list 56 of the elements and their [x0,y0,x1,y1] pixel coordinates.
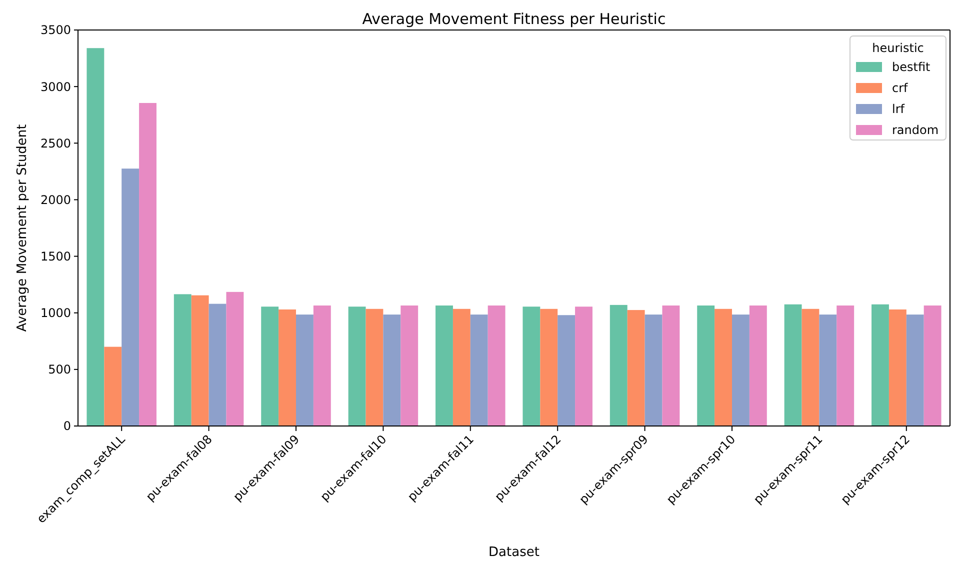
bar [697,306,715,426]
y-tick-label: 0 [63,419,71,434]
bar [488,306,506,426]
y-tick-label: 500 [48,362,71,377]
bar [278,309,296,426]
bar [627,310,645,426]
bar [749,306,767,426]
bar [313,306,331,426]
bar [139,102,156,426]
y-tick-label: 1000 [40,306,71,320]
bar [802,308,820,426]
bar [662,306,680,426]
y-tick-label: 3000 [40,80,71,94]
bar [383,314,401,426]
bar [86,48,104,426]
bar [644,314,662,426]
y-tick-label: 3500 [40,23,71,38]
bar [104,346,122,426]
legend-label: crf [892,81,909,95]
bar [906,314,924,426]
legend-label: bestfit [892,60,931,74]
bar [819,314,837,426]
bar [470,314,488,426]
bar [522,306,540,426]
bar [714,308,732,426]
bar [558,315,576,426]
bar [400,306,418,426]
bar [226,292,244,426]
bar [261,306,279,426]
bar [872,304,889,426]
bar [888,309,906,426]
y-tick-label: 1500 [40,249,71,264]
y-axis-title: Average Movement per Student [15,124,30,332]
bar [575,306,592,426]
bar [366,308,384,426]
bar [732,314,750,426]
x-axis-title: Dataset [488,545,540,560]
bar [784,304,802,426]
bar [174,294,192,426]
legend-label: random [892,123,939,137]
bar [540,308,558,426]
bar [924,306,942,426]
bar [191,295,209,426]
chart-title: Average Movement Fitness per Heuristic [362,10,666,28]
bar [122,168,140,426]
bar [836,306,854,426]
bar [610,304,628,426]
bar [208,304,226,426]
bar [348,306,366,426]
legend-title: heuristic [872,41,924,55]
y-tick-label: 2500 [40,136,71,150]
bar [436,306,453,426]
bar [452,308,470,426]
legend-label: lrf [892,102,906,116]
y-tick-label: 2000 [40,192,71,207]
bar [296,314,314,426]
